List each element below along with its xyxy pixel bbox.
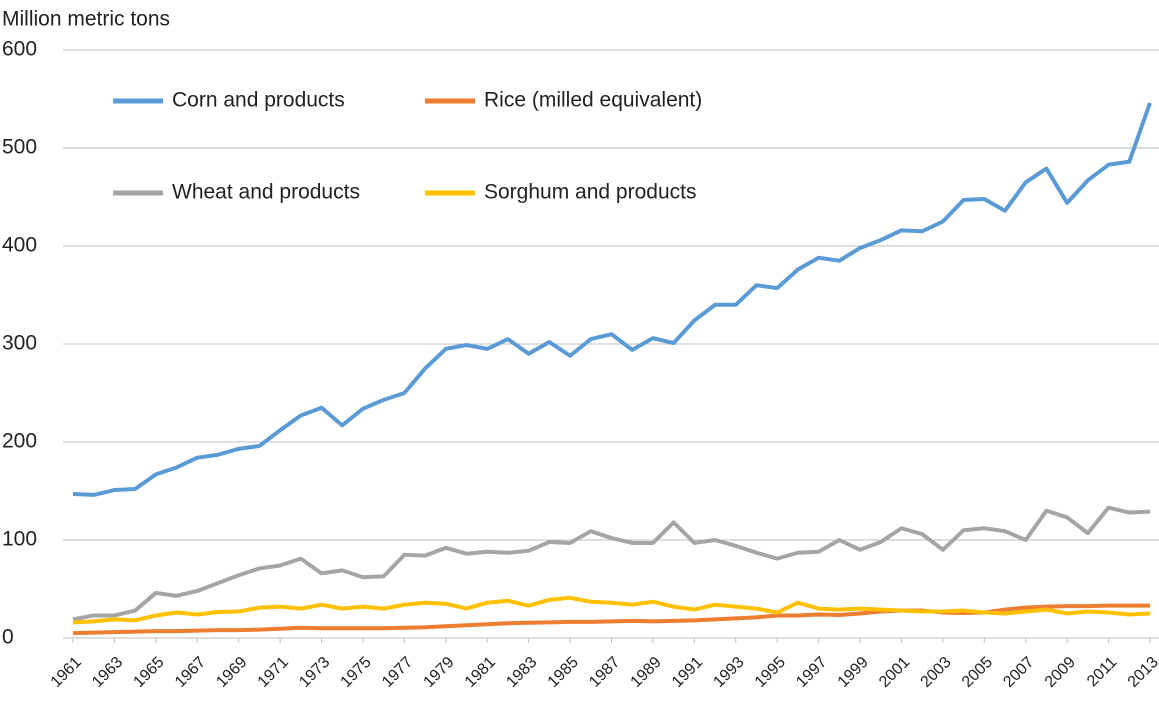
y-axis-label: Million metric tons xyxy=(2,8,170,31)
x-tick-label: 1985 xyxy=(545,654,582,691)
x-tick-label: 1989 xyxy=(628,654,665,691)
x-tick-label: 1997 xyxy=(793,654,830,691)
legend-label: Wheat and products xyxy=(172,181,360,204)
x-tick-label: 1981 xyxy=(462,654,499,691)
y-tick-label: 300 xyxy=(2,332,37,355)
series-line xyxy=(72,595,1151,625)
legend-label: Corn and products xyxy=(172,89,345,112)
y-tick-label: 600 xyxy=(2,38,37,61)
x-tick-label: 1967 xyxy=(172,654,209,691)
x-tick-label: 1963 xyxy=(89,654,126,691)
y-tick-label: 500 xyxy=(2,136,37,159)
x-tick-label: 2009 xyxy=(1042,654,1079,691)
series-line xyxy=(72,102,1152,497)
x-tick-label: 1991 xyxy=(669,654,706,691)
x-tick-label: 1983 xyxy=(503,654,540,691)
x-tick-label: 2007 xyxy=(1000,654,1037,691)
x-tick-label: 1973 xyxy=(296,654,333,691)
x-tick-label: 1999 xyxy=(835,654,872,691)
x-tick-label: 1977 xyxy=(379,654,416,691)
x-tick-label: 1975 xyxy=(338,654,375,691)
x-tick-label: 2005 xyxy=(959,654,996,691)
x-tick-label: 2001 xyxy=(876,654,913,691)
x-tick-label: 1965 xyxy=(130,654,167,691)
x-tick-label: 1971 xyxy=(255,654,292,691)
x-tick-label: 1969 xyxy=(213,654,250,691)
x-tick-label: 1979 xyxy=(420,654,457,691)
legend-label: Sorghum and products xyxy=(484,181,696,204)
x-tick-label: 1995 xyxy=(752,654,789,691)
series-line xyxy=(72,505,1151,622)
y-tick-label: 0 xyxy=(2,626,14,649)
x-tick-label: 1961 xyxy=(48,654,85,691)
y-tick-label: 200 xyxy=(2,430,37,453)
x-tick-label: 2013 xyxy=(1125,654,1159,691)
x-tick-label: 1993 xyxy=(710,654,747,691)
x-tick-label: 2003 xyxy=(918,654,955,691)
y-tick-label: 100 xyxy=(2,528,37,551)
y-tick-label: 400 xyxy=(2,234,37,257)
x-tick-label: 2011 xyxy=(1084,654,1120,690)
x-tick-label: 1987 xyxy=(586,654,623,691)
legend-label: Rice (milled equivalent) xyxy=(484,89,702,112)
